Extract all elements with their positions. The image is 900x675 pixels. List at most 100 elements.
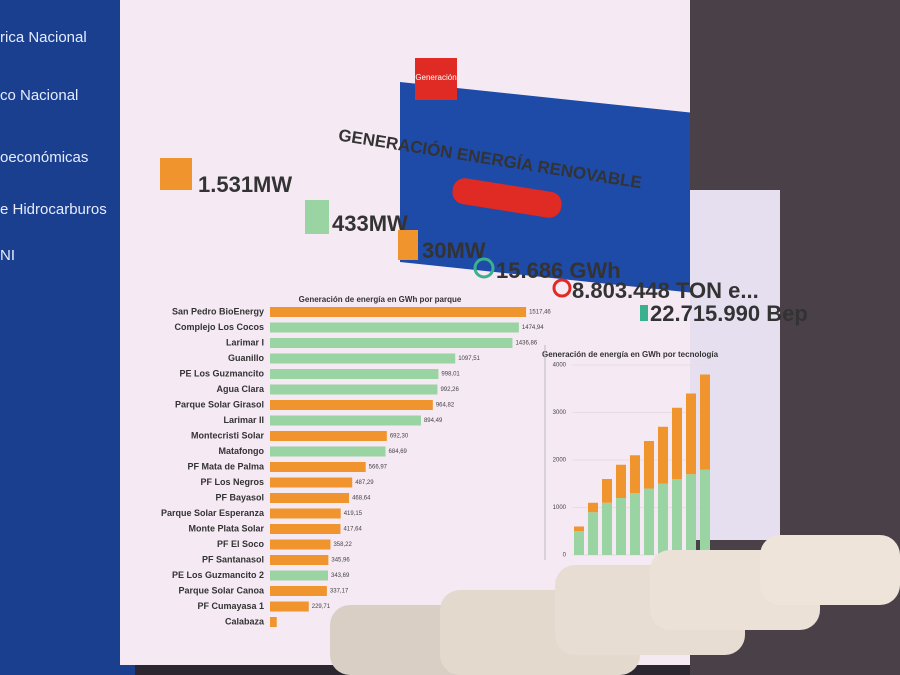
bar [270,307,527,317]
value-label: 419,15 [344,511,363,517]
value-label: 1474,94 [522,325,544,331]
bar-segment [658,483,668,555]
tab-bar [400,82,690,293]
sidebar-item[interactable]: rica Nacional [0,29,87,46]
value-label: 229,71 [312,604,331,610]
category-label: Guanillo [228,353,265,363]
chair [760,535,900,605]
sidebar [0,0,135,675]
value-label: 343,69 [331,573,350,579]
y-tick-label: 2000 [553,458,567,464]
kpi: 30MW [422,238,486,263]
category-label: Calabaza [225,616,265,626]
kpi: 433MW [332,211,408,236]
category-label: PE Los Guzmancito [179,368,264,378]
bar [270,555,329,565]
value-label: 998,01 [441,372,460,378]
bar [270,462,366,472]
y-tick-label: 1000 [553,505,567,511]
bar [270,508,341,519]
kpi: 15.686 GWh [496,258,621,283]
value-label: 487,29 [355,480,374,486]
y-tick-label: 0 [563,553,567,559]
bar [270,539,331,550]
bar [270,570,328,581]
category-label: San Pedro BioEnergy [172,306,264,316]
category-label: PF El Soco [217,539,265,549]
value-label: 1517,46 [529,310,551,316]
value-label: 964,82 [436,403,455,409]
bar [270,431,387,441]
kpi: 1.531MW [198,172,292,197]
category-label: Montecristi Solar [191,430,265,440]
category-label: Complejo Los Cocos [174,322,264,332]
tech-chart-title: Generación de energía en GWh por tecnolo… [542,350,719,359]
y-tick-label: 3000 [553,410,567,416]
y-tick-label: 4000 [553,363,567,369]
park-chart-title: Generación de energía en GWh por parque [299,295,462,304]
bar [270,524,341,534]
bar-segment [616,498,626,555]
value-label: 894,49 [424,418,443,424]
oil-icon [640,305,648,321]
bar-segment [672,479,682,555]
value-label: 468,64 [352,496,371,502]
wind-icon [305,200,329,234]
bar-segment [644,441,654,489]
category-label: PF Los Negros [200,477,264,487]
bar-segment [658,426,668,484]
category-label: Parque Solar Canoa [178,585,265,595]
category-label: PF Santanasol [202,554,264,564]
energy-icon [473,257,495,279]
value-label: 566,97 [369,465,388,471]
bar [270,493,350,503]
value-label: 337,17 [330,589,349,595]
bar-segment [700,374,710,470]
bar-segment [588,512,598,555]
bar [270,586,327,596]
sidebar-item[interactable]: co Nacional [0,87,78,104]
bar [270,322,519,333]
sidebar-item[interactable]: NI [0,247,15,264]
category-label: Larimar I [226,337,264,347]
sidebar-item[interactable]: oeconómicas [0,149,88,166]
value-label: 1097,51 [458,356,480,362]
bar-segment [630,493,640,555]
category-label: Matafongo [219,446,265,456]
value-label: 358,22 [333,542,352,548]
category-label: Monte Plata Solar [188,523,264,533]
bar-segment [616,464,626,498]
value-label: 692,30 [390,434,409,440]
category-label: PF Bayasol [215,492,264,502]
bar [270,338,513,348]
solar-icon [160,158,192,190]
sidebar-item[interactable]: e Hidrocarburos [0,201,107,218]
kpi: 22.715.990 Bep [650,301,808,326]
bar-segment [602,479,612,503]
category-label: PE Los Guzmancito 2 [172,570,264,580]
bar [270,400,433,410]
category-label: Parque Solar Girasol [175,399,264,409]
tab-active[interactable] [415,58,457,100]
bar-segment [686,474,696,555]
subtitle-pill [452,178,562,218]
value-label: 684,69 [389,449,408,455]
bar-segment [672,407,682,479]
bar-segment [602,502,612,555]
tab-label[interactable]: Generación [415,73,456,82]
bar-segment [686,393,696,475]
bar-segment [644,488,654,555]
bar-segment [700,469,710,555]
co2-icon [552,278,572,298]
bar [270,617,277,627]
category-label: PF Cumayasa 1 [197,601,264,611]
category-label: Parque Solar Esperanza [161,508,265,518]
category-label: PF Mata de Palma [187,461,265,471]
bar [270,446,386,457]
value-label: 992,26 [440,387,459,393]
bar [270,415,421,426]
value-label: 417,64 [343,527,362,533]
hydro-icon [398,230,418,260]
value-label: 345,96 [331,558,350,564]
